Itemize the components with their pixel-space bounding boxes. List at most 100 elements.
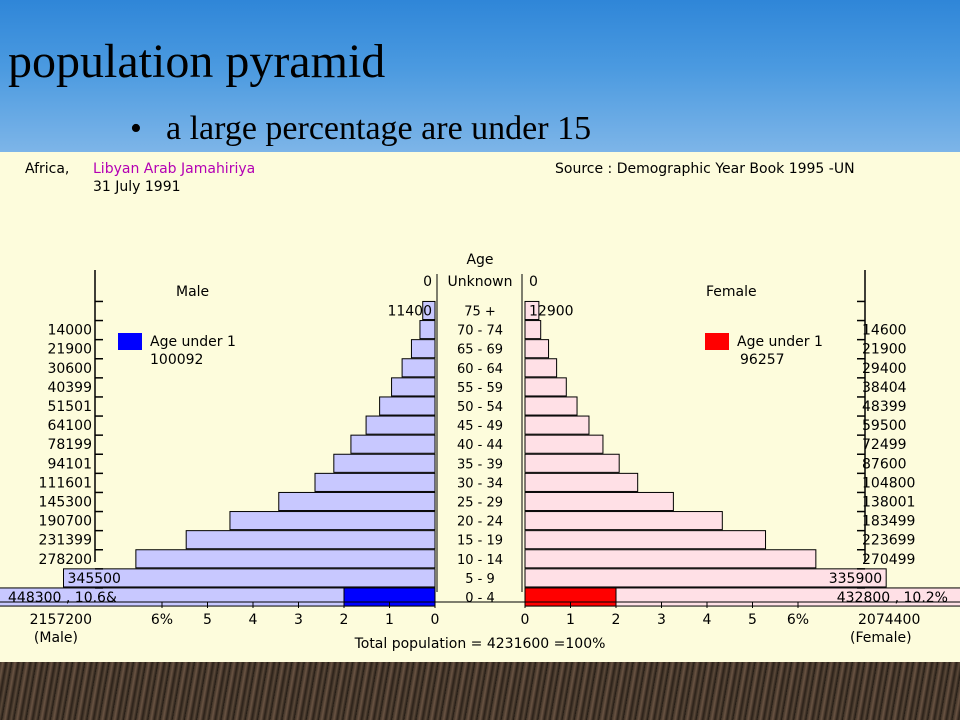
male-percent-tick: 5: [203, 612, 212, 628]
male-age-under-1-label: Age under 1: [150, 334, 236, 350]
female-value-label: 223699: [862, 533, 915, 549]
female-value-label: 104800: [862, 475, 915, 491]
female-bar: [524, 511, 723, 531]
age-label: 70 - 74: [457, 324, 503, 339]
male-legend-swatch: [118, 333, 142, 350]
female-percent-tick: 1: [566, 612, 575, 628]
female-value-label: 59500: [862, 418, 907, 434]
bullet-dot: •: [130, 110, 142, 147]
age-label: 15 - 19: [457, 534, 503, 549]
male-bar: [419, 320, 436, 340]
male-percent-tick: 2: [340, 612, 349, 628]
age-label: 30 - 34: [457, 476, 503, 491]
male-age-under-1-value: 100092: [150, 352, 203, 368]
age-label: 75 +: [464, 305, 496, 320]
female-age-under-1-label: Age under 1: [737, 334, 823, 350]
bullet-point: • a large percentage are under 15: [130, 110, 591, 148]
female-value-label: 87600: [862, 456, 907, 472]
unknown-male-value: 0: [423, 274, 432, 290]
male-value-label: 278200: [39, 552, 92, 568]
female-bar: [524, 491, 674, 512]
male-value-label: 40399: [47, 380, 92, 396]
age-label: 5 - 9: [465, 572, 495, 587]
male-value-label: 231399: [39, 533, 92, 549]
female-percent-tick: 5: [748, 612, 757, 628]
female-value-label: 335900: [829, 571, 882, 587]
bars-layer: 0 Unknown 0 75 + 11400 12900 70 - 74 65 - 69 60 …: [0, 274, 960, 607]
male-bar: [185, 530, 436, 550]
female-bar: [524, 472, 639, 492]
male-value-label: 145300: [39, 495, 92, 511]
age-label: 50 - 54: [457, 400, 503, 415]
female-value-label: 72499: [862, 437, 907, 453]
ground-background: [0, 662, 960, 720]
female-percent-tick: 0: [521, 612, 530, 628]
female-value-label: 38404: [862, 380, 907, 396]
slide-title: population pyramid: [8, 35, 386, 88]
male-value-label: 11400: [387, 304, 432, 320]
female-legend-swatch: [705, 333, 729, 350]
total-population-label: Total population = 4231600 =100%: [354, 636, 606, 652]
population-pyramid-chart: Africa, Libyan Arab Jamahiriya 31 July 1…: [0, 161, 960, 652]
male-value-label: 94101: [47, 456, 92, 472]
male-bar: [63, 568, 436, 588]
female-bar: [524, 320, 542, 340]
female-age-under-1-value: 96257: [740, 352, 785, 368]
male-value-label: 21900: [47, 342, 92, 358]
female-bar: [524, 300, 540, 321]
female-percent-tick: 2: [612, 612, 621, 628]
male-bar: [278, 491, 436, 512]
male-percent-tick: 6%: [151, 612, 173, 628]
male-value-label: 64100: [47, 418, 92, 434]
female-value-label: 29400: [862, 361, 907, 377]
female-total-label: (Female): [850, 630, 912, 646]
age-label: 35 - 39: [457, 457, 503, 472]
male-bar: [314, 472, 436, 492]
male-bar: [410, 339, 436, 359]
female-label: Female: [706, 284, 757, 300]
header-region: Africa,: [25, 161, 69, 177]
male-value-label: 111601: [39, 475, 92, 491]
female-value-label: 138001: [862, 495, 915, 511]
female-value-label: 12900: [529, 304, 574, 320]
male-bar: [379, 396, 436, 416]
bullet-text: a large percentage are under 15: [166, 110, 592, 147]
unknown-female-value: 0: [529, 274, 538, 290]
female-value-label: 183499: [862, 514, 915, 530]
female-bar: [524, 396, 578, 416]
male-total-label: (Male): [34, 630, 78, 646]
male-bar: [365, 415, 436, 435]
sky-background: [0, 0, 960, 152]
female-bar: [524, 549, 817, 569]
age-label: 65 - 69: [457, 343, 503, 358]
male-percent-tick: 3: [294, 612, 303, 628]
male-bar: [422, 300, 436, 321]
female-value-label: 21900: [862, 342, 907, 358]
header-date: 31 July 1991: [93, 179, 181, 195]
male-bar: [333, 453, 436, 473]
male-total-value: 2157200: [30, 612, 92, 628]
male-value-label: 190700: [39, 514, 92, 530]
female-total-value: 2074400: [858, 612, 920, 628]
side-scales: 14000 14600 21900 21900 30600 29400 40399 38404…: [39, 270, 915, 589]
age-label: Unknown: [448, 274, 513, 290]
header-country: Libyan Arab Jamahiriya: [93, 161, 255, 177]
age-label: 10 - 14: [457, 553, 503, 568]
male-percent-tick: 4: [249, 612, 258, 628]
female-value-label: 270499: [862, 552, 915, 568]
male-label: Male: [176, 284, 209, 300]
female-bar: [524, 415, 590, 435]
female-percent-tick: 6%: [787, 612, 809, 628]
male-bar: [391, 377, 436, 397]
age-label: 45 - 49: [457, 419, 503, 434]
header-source: Source : Demographic Year Book 1995 -UN: [555, 161, 855, 177]
male-first-row-label: 448300 , 10.6&: [8, 590, 117, 606]
male-value-label: 345500: [68, 571, 121, 587]
male-percent-tick: 1: [385, 612, 394, 628]
male-bar: [135, 549, 436, 569]
female-first-row-label: 432800 , 10.2%: [837, 590, 948, 606]
age-label: 20 - 24: [457, 515, 503, 530]
female-bar: [524, 339, 550, 359]
female-percent-tick: 4: [703, 612, 712, 628]
age-label: 0 - 4: [465, 591, 495, 606]
